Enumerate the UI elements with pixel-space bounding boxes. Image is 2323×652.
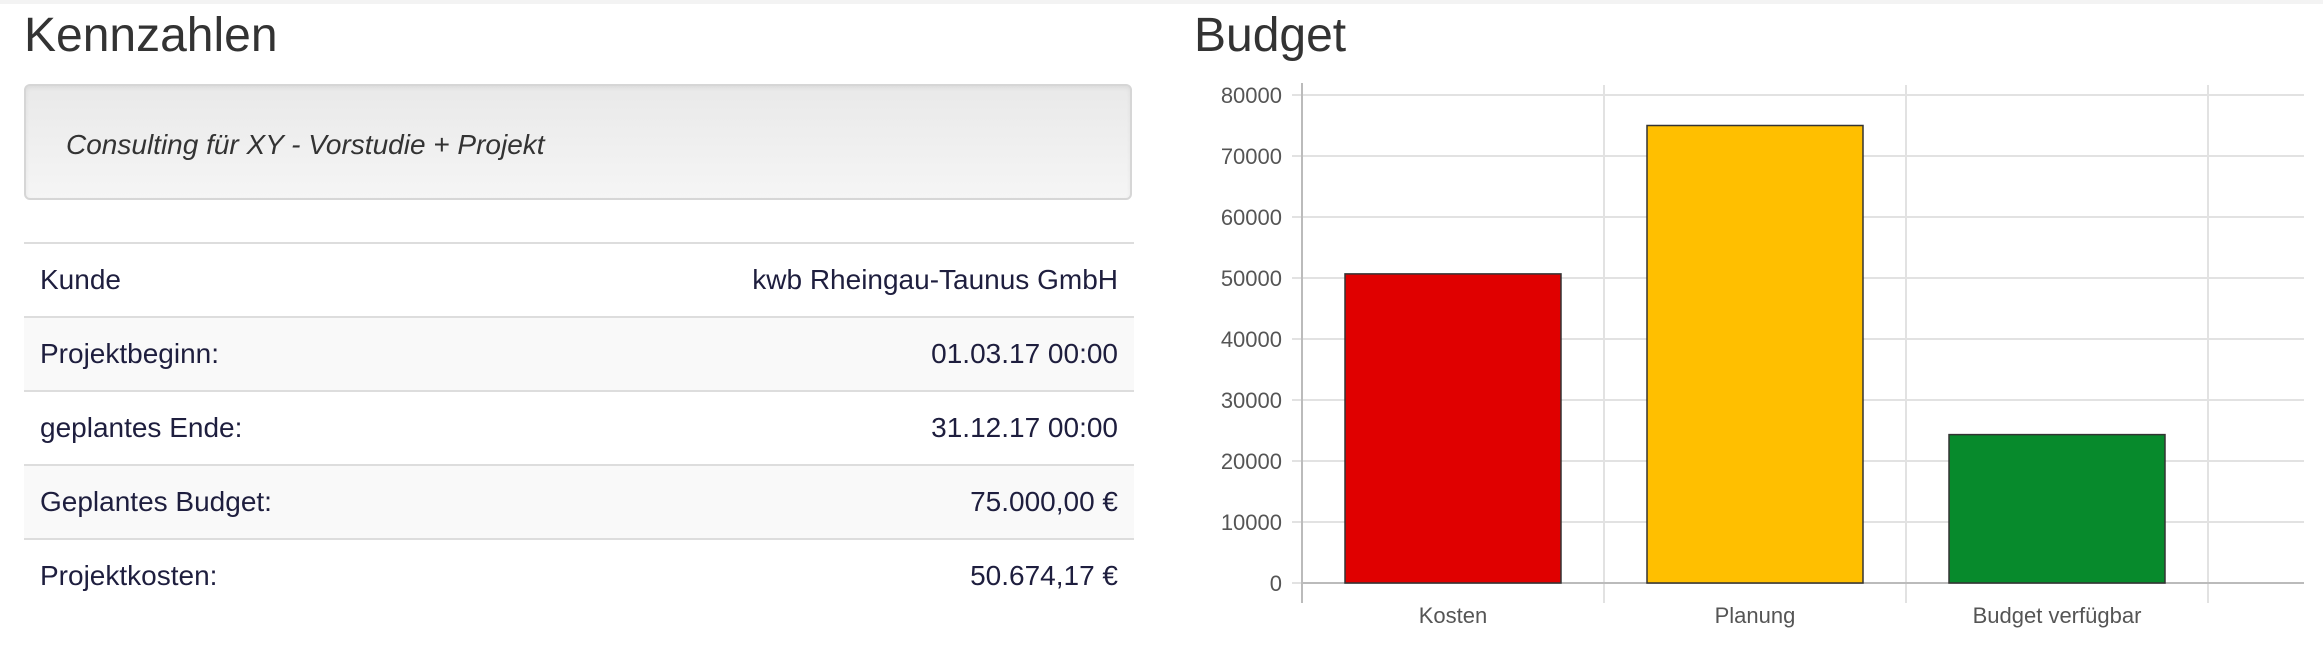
table-row: Projektkosten: 50.674,17 € [24,538,1134,612]
y-tick-label: 80000 [1221,83,1282,108]
row-label-geplantes-budget: Geplantes Budget: [40,486,272,517]
bar-budget-verf-gbar [1948,433,2166,584]
row-value-projektbeginn: 01.03.17 00:00 [931,338,1118,369]
project-description: Consulting für XY - Vorstudie + Projekt [66,129,545,160]
row-label-geplantes-ende: geplantes Ende: [40,412,243,443]
x-tick-label: Budget verfügbar [1973,603,2142,628]
row-value-geplantes-ende: 31.12.17 00:00 [931,412,1118,443]
y-tick-label: 60000 [1221,205,1282,230]
top-strip [0,0,2323,4]
row-value-projektkosten: 50.674,17 € [970,560,1118,591]
y-tick-label: 40000 [1221,327,1282,352]
table-row: geplantes Ende: 31.12.17 00:00 [24,390,1134,464]
x-tick-label: Kosten [1419,603,1488,628]
row-value-kunde: kwb Rheingau-Taunus GmbH [752,264,1118,295]
y-tick-label: 50000 [1221,266,1282,291]
table-row: Geplantes Budget: 75.000,00 € [24,464,1134,538]
table-row: Kunde kwb Rheingau-Taunus GmbH [24,242,1134,316]
row-label-kunde: Kunde [40,264,121,295]
row-value-geplantes-budget: 75.000,00 € [970,486,1118,517]
y-tick-label: 70000 [1221,144,1282,169]
y-tick-label: 30000 [1221,388,1282,413]
row-label-projektkosten: Projektkosten: [40,560,218,591]
kennzahlen-table: Kunde kwb Rheingau-Taunus GmbH Projektbe… [24,242,1134,612]
x-tick-label: Planung [1715,603,1796,628]
budget-title: Budget [1194,9,1347,62]
kennzahlen-title: Kennzahlen [24,9,278,62]
bar-kosten [1344,273,1562,584]
y-tick-label: 10000 [1221,510,1282,535]
y-tick-label: 20000 [1221,449,1282,474]
y-tick-label: 0 [1270,571,1282,596]
table-row: Projektbeginn: 01.03.17 00:00 [24,316,1134,390]
budget-chart: 0 10000 20000 30000 40000 50000 60000 70000 8000… [1221,83,2304,628]
row-label-projektbeginn: Projektbeginn: [40,338,220,369]
bar-planung [1646,124,1864,584]
project-description-box: Consulting für XY - Vorstudie + Projekt [24,84,1132,200]
budget-panel: Budget 0 10000 20000 30000 40000 50000 60000 70… [1192,0,2323,652]
